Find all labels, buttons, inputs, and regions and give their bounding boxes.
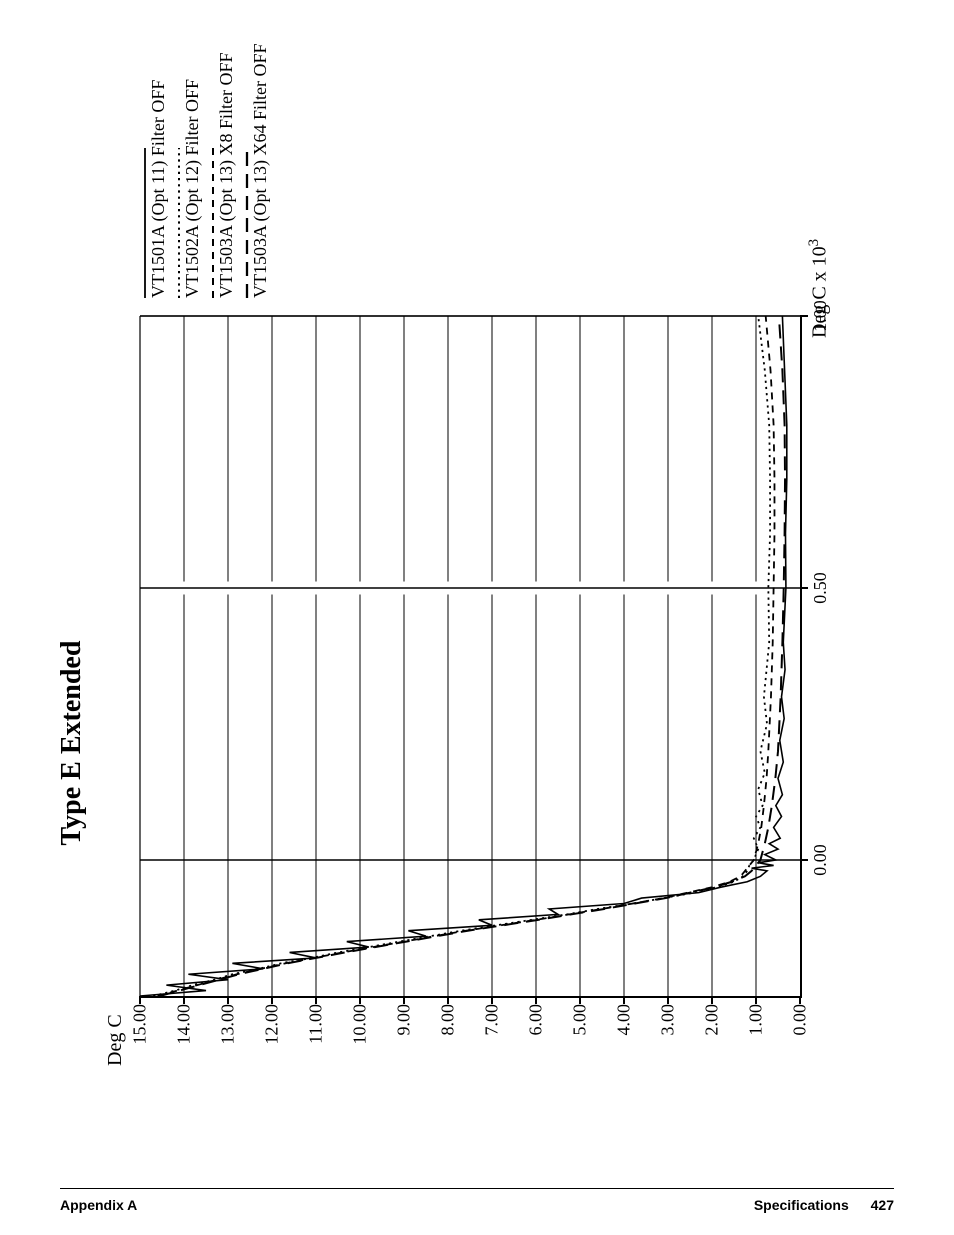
chart-canvas: Type E Extended Deg C Deg C x 103 0.001.… — [50, 68, 904, 1118]
footer-right: Specifications 427 — [754, 1197, 894, 1213]
y-tick-label: 3.00 — [658, 996, 679, 1036]
y-tick-label: 4.00 — [614, 996, 635, 1036]
y-tick-label: 6.00 — [526, 996, 547, 1036]
x-tick-label: 0.00 — [800, 844, 831, 876]
legend-label: VT1503A (Opt 13) X64 Filter OFF — [250, 43, 271, 298]
y-tick-label: 9.00 — [394, 996, 415, 1036]
plot-area: 0.001.002.003.004.005.006.007.008.009.00… — [140, 316, 802, 998]
footer-left: Appendix A — [60, 1197, 137, 1213]
y-tick-label: 5.00 — [570, 996, 591, 1036]
chart-title: Type E Extended — [56, 488, 88, 998]
page: Type E Extended Deg C Deg C x 103 0.001.… — [0, 0, 954, 1235]
y-tick-label: 8.00 — [438, 996, 459, 1036]
series-svg — [140, 316, 800, 996]
legend-label: VT1502A (Opt 12) Filter OFF — [182, 79, 203, 298]
y-tick-label: 1.00 — [746, 996, 767, 1036]
page-footer: Appendix A Specifications 427 — [60, 1188, 894, 1197]
y-tick-label: 11.00 — [306, 996, 327, 1044]
footer-page-number: 427 — [853, 1197, 894, 1213]
y-tick-label: 0.00 — [790, 996, 811, 1036]
x-tick-label: 0.50 — [800, 572, 831, 604]
y-tick-label: 10.00 — [350, 996, 371, 1045]
x-tick-label: 1.00 — [800, 300, 831, 332]
y-tick-label: 13.00 — [218, 996, 239, 1045]
chart-rotated-container: Type E Extended Deg C Deg C x 103 0.001.… — [50, 68, 904, 1118]
y-tick-label: 12.00 — [262, 996, 283, 1045]
y-tick-label: 7.00 — [482, 996, 503, 1036]
y-tick-label: 14.00 — [174, 996, 195, 1045]
y-tick-label: 15.00 — [130, 996, 151, 1045]
legend-label: VT1503A (Opt 13) X8 Filter OFF — [216, 52, 237, 298]
legend-label: VT1501A (Opt 11) Filter OFF — [148, 80, 169, 298]
y-tick-label: 2.00 — [702, 996, 723, 1036]
y-axis-title: Deg C — [104, 1014, 127, 1066]
footer-right-label: Specifications — [754, 1197, 849, 1213]
